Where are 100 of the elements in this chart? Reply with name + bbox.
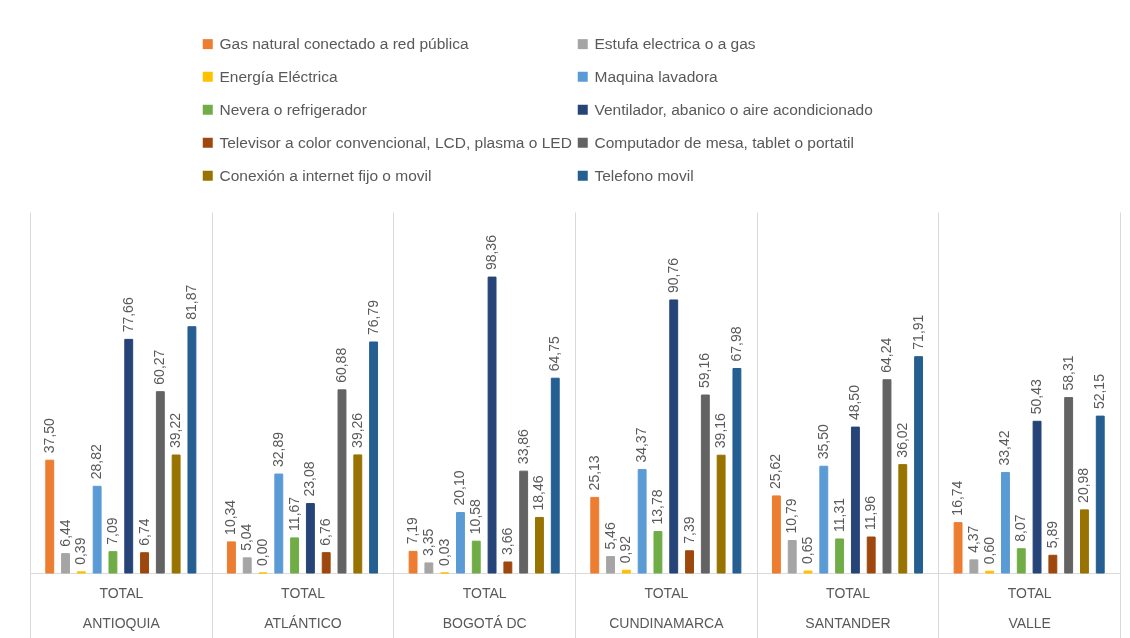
data-label: 59,16: [696, 352, 713, 389]
bar: [732, 367, 742, 574]
bar: [653, 531, 663, 574]
legend-label: Telefono movil: [594, 166, 694, 184]
bar: [914, 356, 924, 574]
data-label: 23,08: [301, 461, 318, 497]
data-label: 18,46: [530, 475, 547, 511]
data-label: 20,98: [1075, 467, 1092, 503]
data-label: 50,43: [1028, 379, 1045, 415]
data-label: 7,39: [680, 516, 697, 544]
bar: [819, 465, 829, 574]
legend-label: Computador de mesa, tablet o portatil: [594, 133, 854, 151]
data-label: 71,91: [909, 314, 926, 350]
bar: [669, 299, 679, 574]
bar: [187, 326, 197, 574]
data-label: 8,07: [1012, 514, 1029, 542]
legend-label: Energía Eléctrica: [219, 67, 338, 85]
data-label: 90,76: [664, 257, 681, 293]
bar: [1095, 415, 1105, 574]
data-label: 4,37: [964, 525, 981, 553]
bar: [716, 454, 726, 574]
data-label: 67,98: [727, 326, 744, 362]
bar: [124, 338, 134, 574]
legend-label: Ventilador, abanico o aire acondicionado: [594, 100, 873, 118]
bar: [969, 559, 979, 574]
bar: [321, 552, 331, 574]
bar: [700, 394, 710, 574]
data-label: 60,27: [151, 349, 168, 385]
bar: [787, 540, 797, 574]
bar: [337, 389, 347, 574]
bar: [140, 552, 149, 574]
data-label: 6,76: [317, 518, 334, 546]
bar: [1016, 548, 1026, 574]
data-label: 11,67: [285, 496, 302, 531]
data-label: 60,88: [332, 347, 349, 383]
legend-label: Maquina lavadora: [594, 67, 719, 85]
bar: [290, 537, 300, 574]
bar: [242, 557, 252, 574]
bar: [866, 536, 876, 574]
data-label: 77,66: [119, 297, 136, 333]
bar: [61, 553, 70, 574]
legend-label: Gas natural conectado a red pública: [219, 35, 469, 53]
data-label: 10,34: [222, 499, 239, 535]
bar: [606, 556, 615, 574]
data-label: 0,65: [799, 536, 816, 565]
data-label: 11,31: [830, 497, 847, 532]
data-label: 0,00: [254, 538, 271, 566]
bar: [637, 469, 647, 574]
legend-label: Televisor a color convencional, LCD, plasma o LED: [219, 133, 572, 151]
bar: [92, 485, 102, 574]
data-label: 25,62: [767, 453, 784, 489]
bar: [882, 379, 892, 574]
data-label: 35,50: [814, 423, 831, 460]
data-label: 32,89: [269, 431, 286, 468]
x-tick-label: TOTAL CUNDINAMARCA: [609, 584, 725, 631]
data-label: 76,79: [364, 299, 381, 335]
bar: [1064, 397, 1074, 574]
data-label: 0,60: [980, 536, 997, 565]
data-label: 5,46: [601, 522, 618, 550]
bar: [424, 562, 434, 574]
bar: [850, 426, 860, 574]
bar: [519, 470, 529, 574]
data-label: 58,31: [1059, 355, 1076, 391]
legend-label: Nevera o refrigerador: [219, 100, 367, 118]
data-label: 37,50: [40, 417, 57, 454]
x-tick-label: TOTAL BOGOTÁ DC: [442, 584, 527, 631]
bar: [953, 522, 963, 574]
bar: [408, 550, 418, 574]
data-label: 7,09: [103, 517, 120, 545]
data-label: 10,58: [467, 498, 484, 535]
bar: [1080, 509, 1089, 574]
bar: [369, 341, 379, 574]
data-label: 64,24: [877, 337, 894, 373]
bar: [685, 550, 694, 574]
data-label: 81,87: [182, 284, 199, 320]
bar: [898, 464, 908, 574]
data-label: 64,75: [546, 335, 563, 372]
x-tick-label: TOTAL SANTANDER: [805, 584, 891, 631]
bar: [226, 541, 236, 574]
data-label: 6,44: [56, 519, 73, 547]
bar: [621, 569, 631, 574]
data-label: 16,74: [949, 480, 966, 516]
x-tick-label: TOTAL VALLE: [1007, 584, 1052, 631]
bar: [155, 391, 165, 574]
bar: [771, 495, 781, 574]
data-label: 34,37: [633, 427, 650, 463]
data-label: 39,16: [712, 412, 729, 449]
x-tick-label: TOTAL ATLÁNTICO: [264, 584, 342, 631]
bar: [590, 496, 600, 574]
data-label: 11,96: [862, 495, 879, 531]
data-label: 13,78: [648, 489, 665, 525]
data-label: 5,89: [1043, 520, 1060, 549]
data-label: 36,02: [893, 422, 910, 458]
bar: [1032, 420, 1042, 574]
data-label: 28,82: [88, 444, 105, 480]
bar: [456, 512, 465, 574]
data-label: 0,39: [72, 537, 89, 565]
data-label: 3,66: [498, 527, 515, 555]
data-label: 7,19: [404, 516, 421, 545]
bar: [487, 276, 497, 574]
